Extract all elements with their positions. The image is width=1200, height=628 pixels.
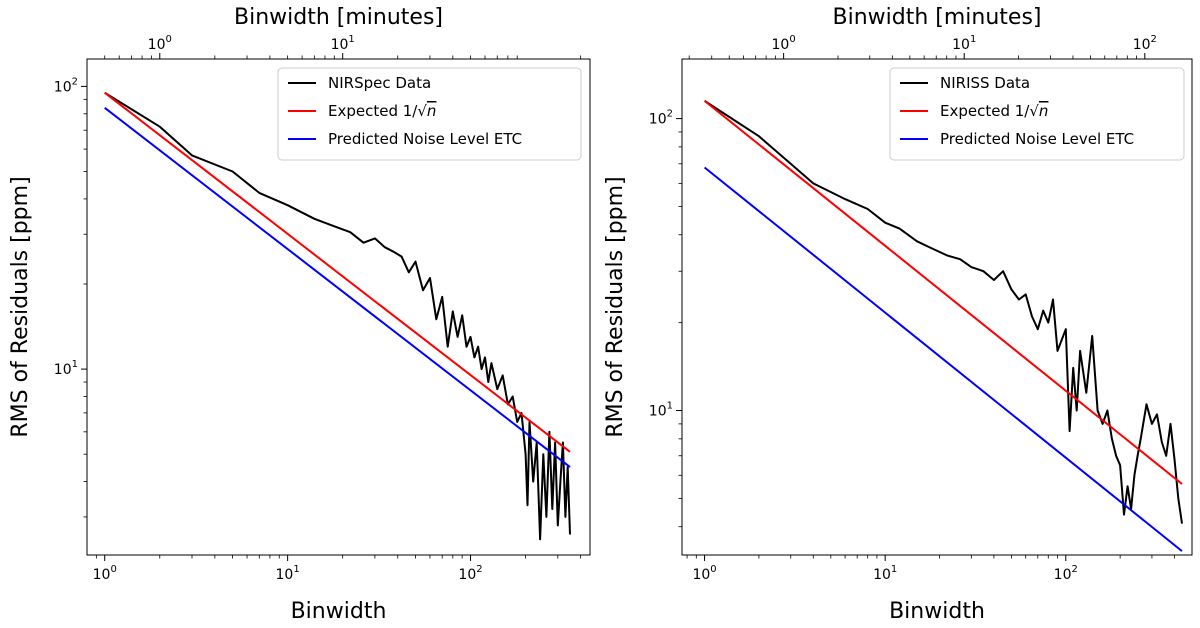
- top-tick-label-base: 10: [331, 37, 349, 53]
- y-tick-label: 102: [649, 109, 673, 128]
- x-axis-title: Binwidth: [889, 599, 985, 624]
- plot-frame: [681, 58, 1193, 556]
- x-minor-ticks: [95, 555, 582, 559]
- legend-label-text: Expected 1/: [328, 102, 418, 120]
- y-tick-label-exponent: 1: [667, 401, 673, 412]
- y-tick-label-exponent: 2: [667, 109, 673, 120]
- y-tick-label-base: 10: [54, 79, 72, 95]
- x-tick-label: 100: [692, 564, 716, 583]
- x-axis-title: Binwidth: [291, 599, 387, 624]
- x-tick-label-base: 10: [873, 567, 891, 583]
- legend-label: Expected 1/√n: [328, 102, 436, 120]
- top-tick-label-exponent: 0: [789, 34, 795, 45]
- legend-box: [277, 67, 582, 161]
- legend-item: NIRSpec Data: [288, 74, 431, 92]
- top-tick-label: 101: [331, 34, 355, 53]
- top-tick-label-base: 10: [952, 37, 970, 53]
- x-tick-label-exponent: 2: [476, 564, 482, 575]
- legend: NIRISS Data Expected 1/√n Predicted Noise …: [889, 67, 1185, 161]
- x-tick-label: 101: [873, 564, 897, 583]
- y-tick-label: 102: [54, 76, 78, 95]
- top-tick-label: 100: [148, 34, 172, 53]
- x-tick-label-base: 10: [93, 567, 111, 583]
- top-minor-ticks: [104, 55, 582, 59]
- legend-label: Expected 1/√n: [940, 102, 1048, 120]
- x-tick-label: 102: [458, 564, 482, 583]
- legend-item: Predicted Noise Level ETC: [900, 130, 1134, 148]
- y-axis-title: RMS of Residuals [ppm]: [8, 176, 33, 437]
- top-tick-label-base: 10: [1133, 37, 1151, 53]
- y-tick-label: 101: [649, 401, 673, 420]
- top-tick-label: 102: [1133, 34, 1157, 53]
- legend-sqrt-symbol: √: [1029, 102, 1039, 120]
- x-tick-label-exponent: 1: [891, 564, 897, 575]
- data-series-line: [704, 100, 1183, 524]
- legend-label: Predicted Noise Level ETC: [940, 130, 1134, 148]
- y-tick-label-base: 10: [649, 404, 667, 420]
- top-axis-ticks: 100 101 102: [772, 34, 1157, 59]
- x-tick-label-base: 10: [276, 567, 294, 583]
- legend-item: Expected 1/√n: [288, 102, 436, 120]
- x-tick-label-base: 10: [1054, 567, 1072, 583]
- top-tick-label: 100: [772, 34, 796, 53]
- y-minor-ticks: [678, 131, 682, 528]
- top-minor-ticks: [688, 55, 1137, 59]
- legend-item: NIRISS Data: [900, 74, 1030, 92]
- legend-box: [889, 67, 1185, 161]
- expected-line: [104, 91, 571, 453]
- x-tick-label: 101: [276, 564, 300, 583]
- x-tick-label-exponent: 0: [110, 564, 116, 575]
- legend-label: Predicted Noise Level ETC: [328, 130, 522, 148]
- x-minor-ticks: [686, 555, 1175, 559]
- legend-n-symbol: n: [427, 102, 437, 120]
- x-tick-label-base: 10: [692, 567, 710, 583]
- legend-label-text: Expected 1/: [940, 102, 1030, 120]
- data-series-line: [104, 91, 571, 541]
- top-tick-label-exponent: 1: [970, 34, 976, 45]
- y-tick-label-exponent: 2: [72, 76, 78, 87]
- top-axis-title: Binwidth [minutes]: [234, 5, 443, 30]
- expected-line: [703, 100, 1183, 485]
- x-tick-label-base: 10: [458, 567, 476, 583]
- legend-item: Expected 1/√n: [900, 102, 1048, 120]
- y-tick-label: 101: [54, 359, 78, 378]
- x-tick-label: 100: [93, 564, 117, 583]
- legend-sqrt-symbol: √: [417, 102, 427, 120]
- top-tick-label-base: 10: [772, 37, 790, 53]
- x-axis-ticks: 100 101 102: [692, 555, 1078, 583]
- x-tick-label-exponent: 1: [293, 564, 299, 575]
- legend: NIRSpec Data Expected 1/√n Predicted Noise…: [277, 67, 582, 161]
- plot-frame: [86, 58, 591, 556]
- top-axis-ticks: 100 101: [148, 34, 355, 59]
- predicted-noise-line: [703, 166, 1183, 552]
- y-tick-label-base: 10: [649, 112, 667, 128]
- y-minor-ticks: [83, 98, 87, 518]
- x-tick-label-exponent: 0: [710, 564, 716, 575]
- top-tick-label-exponent: 0: [166, 34, 172, 45]
- series-group: [104, 91, 571, 541]
- y-axis-title: RMS of Residuals [ppm]: [603, 176, 628, 437]
- x-tick-label: 102: [1054, 564, 1078, 583]
- top-tick-label-exponent: 1: [348, 34, 354, 45]
- legend-label: NIRISS Data: [940, 74, 1030, 92]
- y-tick-label-exponent: 1: [72, 359, 78, 370]
- x-axis-ticks: 100 101 102: [93, 555, 483, 583]
- x-tick-label-exponent: 2: [1071, 564, 1077, 575]
- legend-n-symbol: n: [1039, 102, 1049, 120]
- legend-label: NIRSpec Data: [328, 74, 431, 92]
- predicted-noise-line: [104, 107, 571, 468]
- series-group: [703, 100, 1183, 552]
- y-tick-label-base: 10: [54, 362, 72, 378]
- legend-item: Predicted Noise Level ETC: [288, 130, 522, 148]
- top-axis-title: Binwidth [minutes]: [833, 5, 1042, 30]
- top-tick-label: 101: [952, 34, 976, 53]
- top-tick-label-base: 10: [148, 37, 166, 53]
- top-tick-label-exponent: 2: [1151, 34, 1157, 45]
